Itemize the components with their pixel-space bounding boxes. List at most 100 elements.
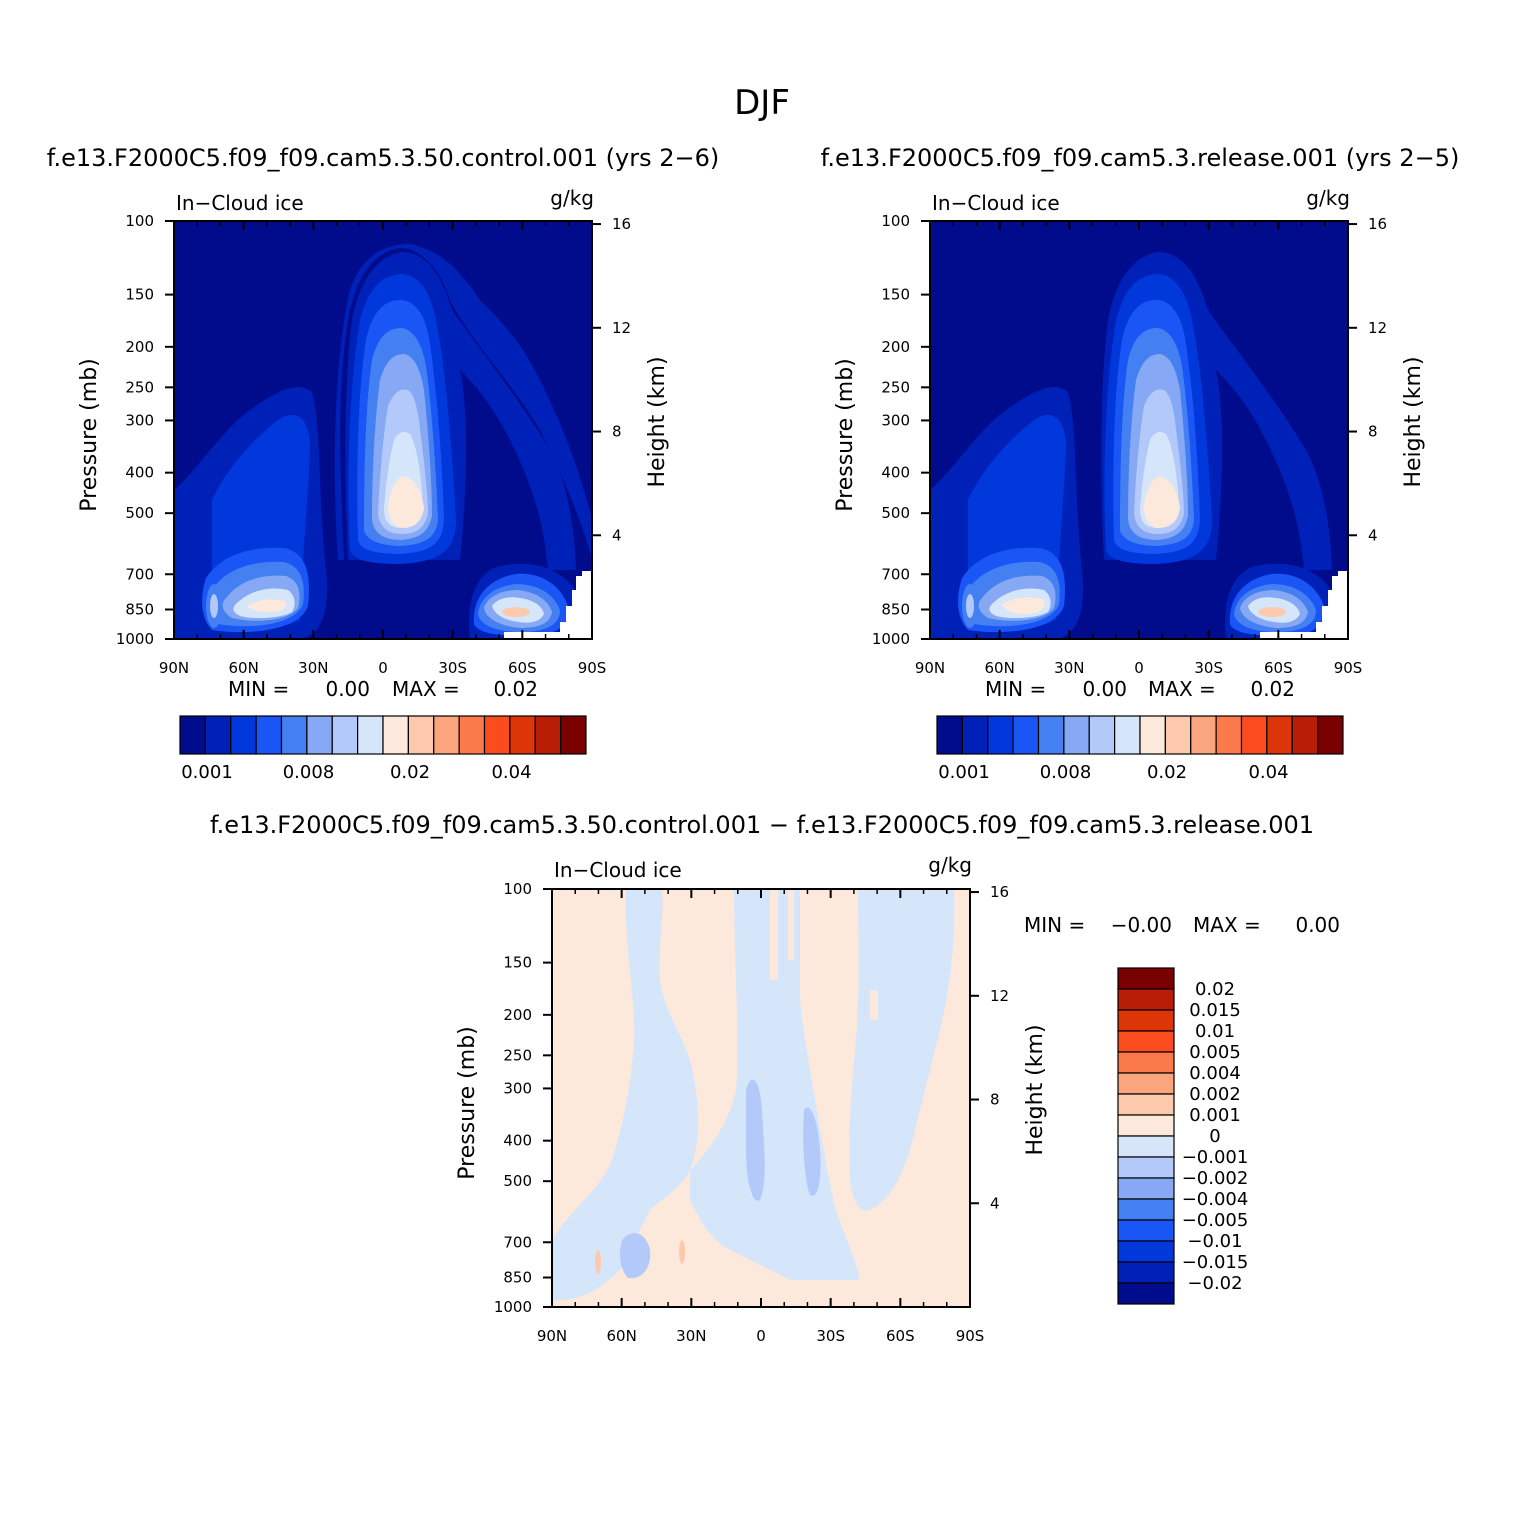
panel-release-y-tick-label: 700 xyxy=(881,565,910,583)
panel-difference-x-tick-label: 30N xyxy=(676,1327,706,1345)
panel-difference-subtitle: f.e13.F2000C5.f09_f09.cam5.3.50.control.… xyxy=(210,811,1314,839)
panel-difference-y2-tick-label: 12 xyxy=(990,987,1009,1005)
panel-release-colorbar-label: 0.008 xyxy=(1040,762,1092,783)
panel-difference-x-tick-label: 90N xyxy=(537,1327,567,1345)
panel-release-contour-field xyxy=(930,221,1348,639)
panel-control-x-tick-label: 60N xyxy=(229,659,259,677)
panel-difference-x-tick-label: 60S xyxy=(886,1327,915,1345)
panel-difference-y-tick-label: 100 xyxy=(503,880,532,898)
panel-release-y2-tick-label: 16 xyxy=(1368,215,1387,233)
panel-difference-colorbar-label: −0.002 xyxy=(1182,1168,1249,1189)
panel-control-x-tick-label: 90N xyxy=(159,659,189,677)
panel-control-y2-tick-label: 16 xyxy=(612,215,631,233)
panel-difference-x-tick-label: 90S xyxy=(956,1327,985,1345)
panel-release-colorbar-box xyxy=(1037,715,1065,755)
panel-control-contour-field xyxy=(174,221,592,639)
panel-difference-colorbar: 0.020.0150.010.0050.0040.0020.0010−0.001… xyxy=(1117,967,1249,1305)
panel-difference-colorbar-label: 0.01 xyxy=(1195,1021,1235,1042)
panel-control-x-tick-label: 30S xyxy=(438,659,467,677)
panel-control-x-tick-label: 30N xyxy=(298,659,328,677)
panel-control-max-label: MAX = xyxy=(392,677,460,701)
panel-control-colorbar-box xyxy=(382,715,409,755)
panel-difference-contour-field xyxy=(552,889,970,1307)
panel-difference-y2-axis-title: Height (km) xyxy=(1023,1024,1048,1155)
panel-difference-colorbar-label: 0 xyxy=(1209,1126,1220,1147)
panel-release-x-tick-label: 90S xyxy=(1334,659,1363,677)
panel-control-colorbar: 0.001 0.008 0.02 0.04 xyxy=(179,715,587,783)
panel-difference-colorbar-box xyxy=(1117,967,1175,990)
panel-release-subtitle: f.e13.F2000C5.f09_f09.cam5.3.release.001… xyxy=(821,144,1460,172)
panel-control-min-value: 0.00 xyxy=(325,677,370,701)
panel-difference-y-tick-label: 400 xyxy=(503,1132,532,1150)
panel-release-y-tick-label: 300 xyxy=(881,411,910,429)
panel-control-colorbar-box xyxy=(509,715,536,755)
figure-title: DJF xyxy=(734,83,790,123)
panel-release-variable-label: In−Cloud ice xyxy=(932,191,1060,215)
panel-release-y2-tick-label: 12 xyxy=(1368,319,1387,337)
panel-release-min-value: 0.00 xyxy=(1082,677,1127,701)
panel-control-colorbar-box xyxy=(407,715,435,755)
panel-control-y-tick-label: 500 xyxy=(125,504,154,522)
panel-release-colorbar-label: 0.001 xyxy=(938,762,990,783)
panel-control-y-tick-label: 850 xyxy=(125,600,154,618)
panel-control-colorbar-box xyxy=(230,715,257,755)
panel-difference-colorbar-label: 0.001 xyxy=(1189,1105,1241,1126)
panel-release-colorbar-label: 0.02 xyxy=(1147,762,1187,783)
panel-release-colorbar: 0.001 0.008 0.02 0.04 xyxy=(936,715,1344,783)
panel-difference-colorbar-label: 0.015 xyxy=(1189,1000,1241,1021)
panel-release-colorbar-box xyxy=(1215,715,1243,755)
panel-release-x-tick-label: 60S xyxy=(1264,659,1293,677)
panel-control-colorbar-box xyxy=(433,715,460,755)
panel-control-colorbar-box xyxy=(331,715,359,755)
panel-difference-y-tick-label: 850 xyxy=(503,1268,532,1286)
panel-difference-y2-tick-label: 8 xyxy=(990,1091,1000,1109)
panel-release-colorbar-box xyxy=(1291,715,1319,755)
panel-difference-max-label: MAX = xyxy=(1193,913,1261,937)
panel-release-colorbar-box xyxy=(1139,715,1166,755)
panel-control-x-tick-label: 90S xyxy=(578,659,607,677)
panel-difference-colorbar-label: −0.005 xyxy=(1182,1210,1249,1231)
panel-control-x-tick-label: 60S xyxy=(508,659,537,677)
panel-release-y2-tick-label: 8 xyxy=(1368,423,1378,441)
panel-difference-colorbar-box xyxy=(1117,1051,1175,1074)
panel-difference-colorbar-box xyxy=(1117,1135,1175,1158)
panel-difference-min-value: −0.00 xyxy=(1111,913,1172,937)
panel-release-colorbar-box xyxy=(1012,715,1040,755)
panel-release-y2-axis-title: Height (km) xyxy=(1401,356,1426,487)
panel-release-colorbar-box xyxy=(1164,715,1192,755)
panel-difference-y2-tick-label: 4 xyxy=(990,1194,1000,1212)
panel-difference-units-label: g/kg xyxy=(928,853,972,877)
panel-difference-x-tick-label: 0 xyxy=(756,1327,766,1345)
panel-control-min-label: MIN = xyxy=(228,677,289,701)
panel-control-colorbar-box xyxy=(483,715,511,755)
panel-difference-x-tick-label: 30S xyxy=(816,1327,845,1345)
panel-release-y-tick-label: 100 xyxy=(881,212,910,230)
panel-release-y-axis-title: Pressure (mb) xyxy=(833,358,858,512)
panel-difference-variable-label: In−Cloud ice xyxy=(554,858,682,882)
panel-difference-colorbar-label: −0.02 xyxy=(1187,1273,1242,1294)
panel-control-x-tick-label: 0 xyxy=(378,659,388,677)
panel-difference-colorbar-label: 0.02 xyxy=(1195,979,1235,1000)
panel-release-x-tick-label: 60N xyxy=(985,659,1015,677)
panel-control-y-tick-label: 1000 xyxy=(116,630,154,648)
panel-difference-y-tick-label: 500 xyxy=(503,1172,532,1190)
panel-release-x-tick-label: 90N xyxy=(915,659,945,677)
panel-release-x-tick-label: 30N xyxy=(1054,659,1084,677)
panel-release-colorbar-box xyxy=(936,715,963,755)
panel-control-variable-label: In−Cloud ice xyxy=(176,191,304,215)
panel-release-colorbar-box xyxy=(1240,715,1268,755)
panel-control-colorbar-box xyxy=(179,715,206,755)
panel-difference-colorbar-box xyxy=(1117,1198,1175,1221)
panel-release-y-tick-label: 1000 xyxy=(872,630,910,648)
panel-release-y-tick-label: 400 xyxy=(881,464,910,482)
panel-difference-colorbar-box xyxy=(1117,1009,1175,1032)
panel-release-y-tick-label: 850 xyxy=(881,600,910,618)
panel-control-max-value: 0.02 xyxy=(493,677,538,701)
panel-control-subtitle: f.e13.F2000C5.f09_f09.cam5.3.50.control.… xyxy=(47,144,720,172)
panel-control-colorbar-label: 0.02 xyxy=(390,762,430,783)
panel-release-colorbar-box xyxy=(1114,715,1141,755)
panel-control-y-tick-label: 150 xyxy=(125,286,154,304)
panel-control-colorbar-box xyxy=(458,715,486,755)
panel-control-y2-tick-label: 12 xyxy=(612,319,631,337)
